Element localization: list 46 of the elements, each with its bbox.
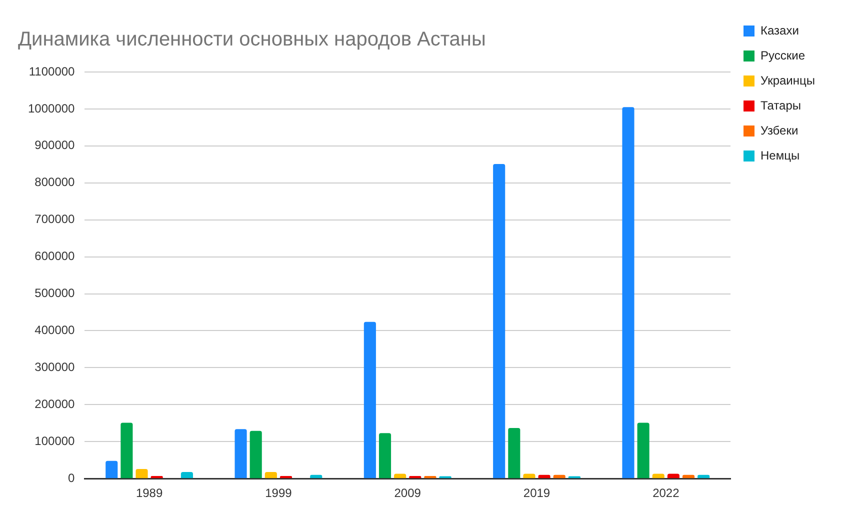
bar bbox=[553, 474, 566, 478]
x-tick-label: 2022 bbox=[652, 486, 680, 500]
bar bbox=[234, 429, 247, 478]
legend-label: Украинцы bbox=[760, 73, 816, 88]
bar bbox=[136, 468, 148, 478]
chart-title: Динамика численности основных народов Астаны bbox=[18, 28, 486, 51]
y-tick-label: 1000000 bbox=[28, 101, 76, 116]
y-tick-label: 300000 bbox=[34, 360, 76, 374]
bar bbox=[698, 474, 710, 478]
bar bbox=[250, 430, 262, 478]
y-tick-label: 600000 bbox=[34, 249, 76, 264]
x-tick-label: 2009 bbox=[394, 486, 422, 500]
y-tick-label: 0 bbox=[68, 470, 76, 485]
bar bbox=[264, 472, 277, 478]
x-tick-label: 2019 bbox=[523, 486, 550, 500]
x-tick-label: 1999 bbox=[265, 486, 292, 500]
legend-label: Узбеки bbox=[760, 123, 798, 138]
bar bbox=[508, 428, 520, 478]
y-tick-label: 900000 bbox=[34, 138, 76, 152]
bar bbox=[378, 433, 392, 478]
y-tick-label: 200000 bbox=[34, 396, 76, 411]
bar bbox=[493, 164, 506, 478]
legend-label: Немцы bbox=[760, 148, 800, 162]
bar bbox=[394, 474, 406, 478]
x-tick-label: 1989 bbox=[136, 486, 163, 500]
bar bbox=[523, 474, 536, 478]
legend-label: Казахи bbox=[760, 23, 799, 38]
bar bbox=[682, 474, 695, 478]
y-tick-label: 1100000 bbox=[28, 64, 76, 78]
y-tick-label: 500000 bbox=[34, 286, 76, 300]
y-tick-label: 400000 bbox=[34, 323, 76, 338]
bar bbox=[538, 474, 550, 478]
legend-label: Татары bbox=[760, 98, 802, 112]
bar bbox=[667, 474, 680, 478]
y-tick-label: 700000 bbox=[34, 212, 76, 226]
legend-label: Русские bbox=[760, 48, 806, 62]
bar bbox=[120, 422, 133, 478]
bar bbox=[364, 322, 376, 478]
bar bbox=[622, 107, 634, 478]
bar bbox=[310, 474, 322, 478]
bar bbox=[637, 422, 650, 478]
bar bbox=[652, 474, 664, 478]
bar bbox=[106, 460, 118, 478]
bar bbox=[180, 472, 193, 478]
y-tick-label: 800000 bbox=[34, 175, 76, 190]
y-tick-label: 100000 bbox=[34, 434, 76, 448]
